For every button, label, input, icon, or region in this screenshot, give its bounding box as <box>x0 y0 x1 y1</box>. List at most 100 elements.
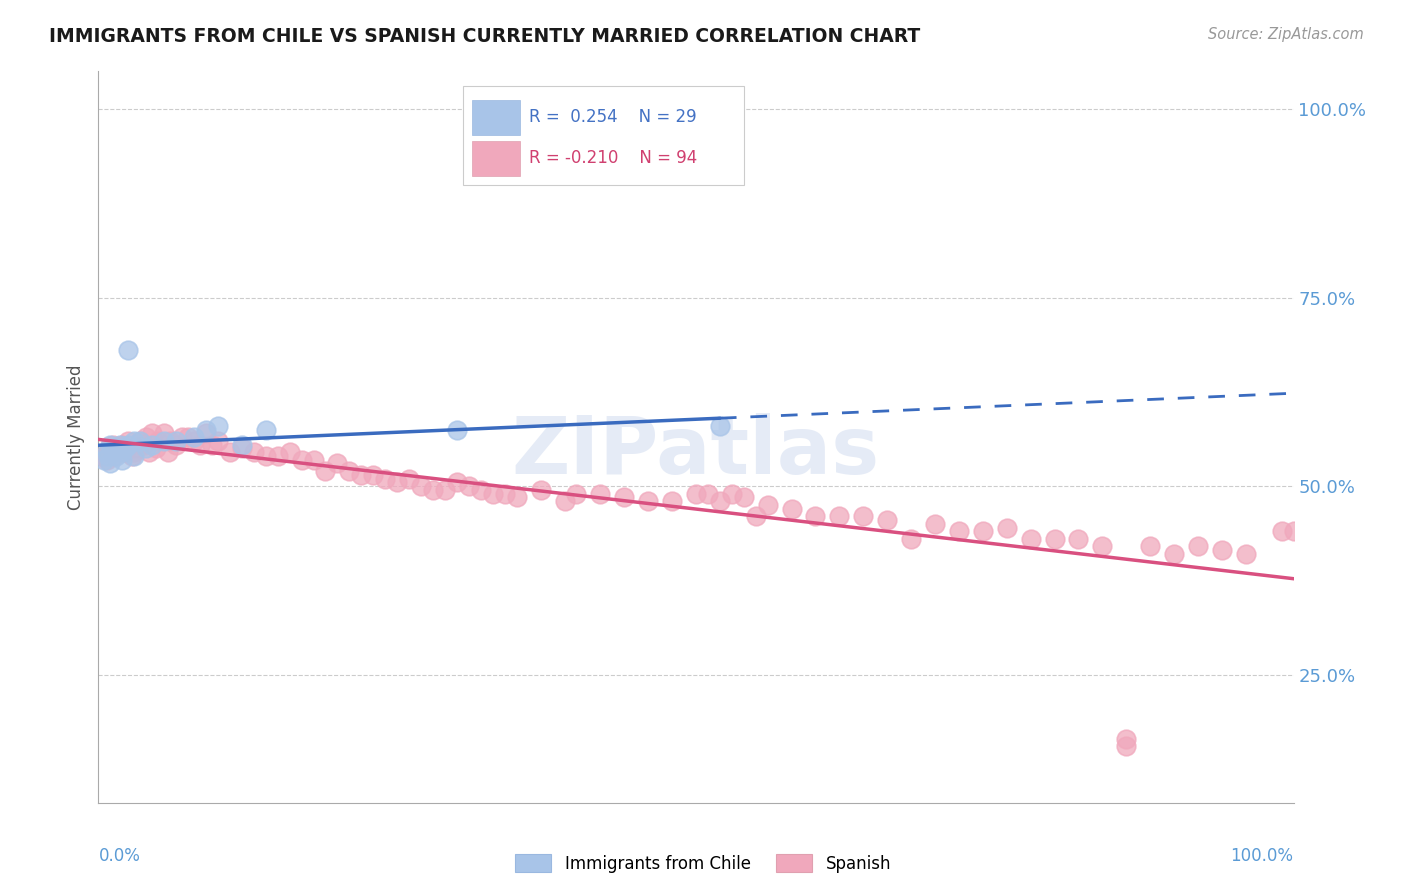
Point <box>114 442 136 456</box>
Point <box>530 483 553 497</box>
Point <box>108 442 131 456</box>
Point <box>481 486 505 500</box>
Point <box>108 437 131 451</box>
Point <box>697 486 720 500</box>
Point <box>98 437 122 451</box>
Point <box>138 445 160 459</box>
Point <box>1067 532 1090 546</box>
Point <box>121 449 143 463</box>
Point <box>589 486 612 500</box>
Y-axis label: Currently Married: Currently Married <box>67 364 86 510</box>
Point <box>326 457 349 471</box>
Point <box>111 437 134 451</box>
Point <box>97 449 120 463</box>
Point <box>103 449 125 463</box>
Point <box>350 467 373 482</box>
Point <box>231 437 253 451</box>
Point <box>98 442 122 456</box>
Point <box>135 430 157 444</box>
Point <box>188 437 211 451</box>
Point <box>434 483 457 497</box>
Point <box>709 418 731 433</box>
Point <box>1091 540 1114 554</box>
Point <box>398 471 420 485</box>
Text: R = -0.210    N = 94: R = -0.210 N = 94 <box>529 149 697 168</box>
Legend: Immigrants from Chile, Spanish: Immigrants from Chile, Spanish <box>508 847 898 880</box>
Point <box>141 426 163 441</box>
Point <box>685 486 707 500</box>
Text: IMMIGRANTS FROM CHILE VS SPANISH CURRENTLY MARRIED CORRELATION CHART: IMMIGRANTS FROM CHILE VS SPANISH CURRENT… <box>49 27 921 45</box>
Point <box>446 423 468 437</box>
Point <box>745 509 768 524</box>
Point <box>159 434 181 448</box>
Point <box>153 434 176 448</box>
Point <box>1282 524 1305 539</box>
Point <box>177 430 200 444</box>
Point <box>995 520 1018 534</box>
Point <box>733 491 755 505</box>
Point <box>1139 540 1161 554</box>
Point <box>506 491 529 505</box>
Point <box>828 509 851 524</box>
Text: Source: ZipAtlas.com: Source: ZipAtlas.com <box>1208 27 1364 42</box>
Point <box>780 501 803 516</box>
FancyBboxPatch shape <box>463 86 744 185</box>
Point <box>924 516 946 531</box>
Text: R =  0.254    N = 29: R = 0.254 N = 29 <box>529 109 696 127</box>
Point <box>153 426 176 441</box>
Point <box>1187 540 1209 554</box>
Point <box>111 452 134 467</box>
Point <box>411 479 433 493</box>
Point <box>565 486 588 500</box>
Point <box>124 445 146 459</box>
Point <box>231 442 253 456</box>
Point <box>129 434 152 448</box>
Point <box>93 452 115 467</box>
Point <box>101 437 124 451</box>
Point <box>207 434 229 448</box>
Point <box>96 445 118 459</box>
Point <box>315 464 337 478</box>
Point <box>105 449 128 463</box>
Point <box>852 509 875 524</box>
Point <box>145 442 167 456</box>
Point <box>446 475 468 490</box>
Point <box>111 445 134 459</box>
Point <box>804 509 827 524</box>
Point <box>98 457 122 471</box>
Point <box>494 486 516 500</box>
Point <box>156 445 179 459</box>
Point <box>637 494 659 508</box>
Point <box>1234 547 1257 561</box>
Point <box>363 467 385 482</box>
Point <box>900 532 922 546</box>
Point <box>385 475 409 490</box>
Point <box>165 437 187 451</box>
Point <box>93 449 115 463</box>
Point <box>876 513 898 527</box>
Point <box>554 494 576 508</box>
Point <box>124 449 146 463</box>
Point <box>105 445 128 459</box>
Point <box>135 442 157 456</box>
FancyBboxPatch shape <box>472 100 520 135</box>
Point <box>105 442 128 456</box>
Point <box>124 434 146 448</box>
Point <box>948 524 970 539</box>
Point <box>243 445 266 459</box>
Point <box>117 434 139 448</box>
Point <box>1115 731 1137 746</box>
Point <box>613 491 636 505</box>
Point <box>972 524 994 539</box>
Point <box>183 430 205 444</box>
Point <box>117 437 139 451</box>
Point <box>207 418 229 433</box>
Point <box>141 437 163 451</box>
Point <box>254 423 277 437</box>
Point <box>125 442 148 456</box>
Point <box>374 471 396 485</box>
Point <box>201 437 224 451</box>
Point <box>1163 547 1185 561</box>
Point <box>114 445 136 459</box>
Point <box>1043 532 1066 546</box>
